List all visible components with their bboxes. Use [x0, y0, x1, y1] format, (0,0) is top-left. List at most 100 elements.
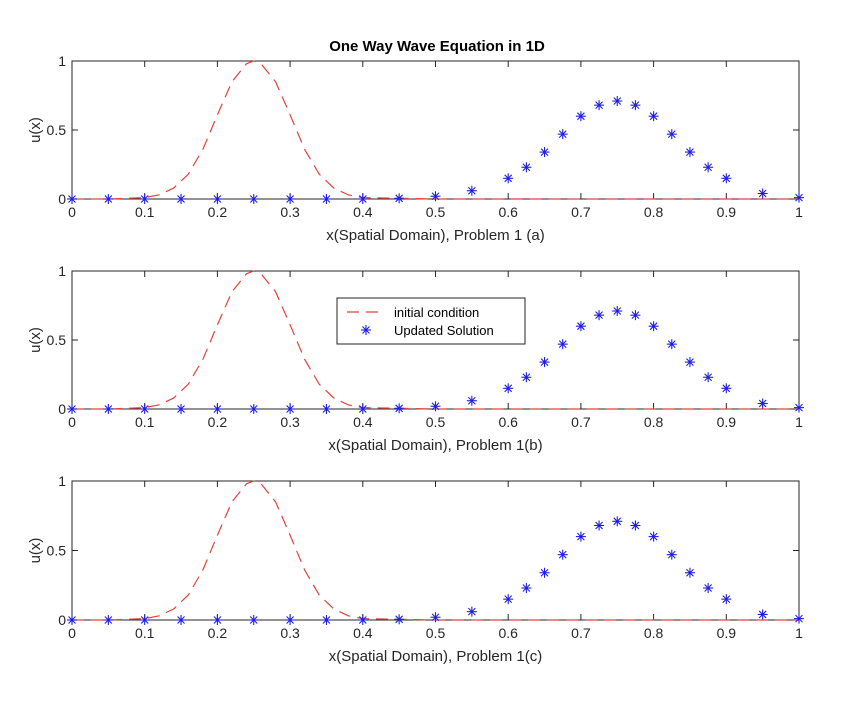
data-point-stroke [722, 595, 731, 604]
data-point-stroke [286, 195, 294, 203]
data-point [575, 111, 586, 122]
data-point [466, 606, 477, 617]
data-point [67, 194, 77, 204]
data-point-stroke [758, 610, 767, 619]
data-point-stroke [140, 405, 149, 413]
x-tick-label: 0.3 [280, 204, 300, 220]
data-point [557, 339, 568, 350]
data-point [575, 321, 586, 332]
data-point-stroke [577, 322, 585, 331]
data-point-stroke [704, 584, 713, 592]
data-point-stroke [613, 517, 622, 526]
data-point [521, 162, 532, 173]
data-point [648, 321, 659, 332]
y-tick-label: 0.5 [47, 332, 67, 348]
data-point-stroke [631, 521, 640, 530]
data-point [503, 383, 514, 394]
y-tick-label: 1 [58, 53, 66, 69]
data-point [630, 310, 641, 321]
x-tick-label: 1 [795, 204, 803, 220]
data-point-stroke [667, 550, 676, 559]
data-point-stroke [686, 568, 694, 577]
x-tick-label: 0.2 [208, 414, 228, 430]
data-point-stroke [704, 163, 713, 172]
legend: initial condition Updated Solution [336, 297, 526, 345]
data-point [176, 404, 187, 414]
data-point-stroke [358, 616, 367, 624]
data-point [103, 404, 114, 414]
data-point-stroke [577, 532, 585, 541]
data-point [394, 193, 405, 204]
y-axis-label: u(x) [27, 327, 44, 353]
data-point [666, 129, 677, 140]
data-point-stroke [322, 405, 331, 413]
data-point-stroke [522, 373, 531, 382]
data-point-stroke [595, 311, 603, 320]
data-point [248, 615, 259, 625]
data-point-stroke [177, 405, 185, 413]
x-tick-label: 0.9 [717, 625, 737, 641]
data-point [703, 583, 714, 594]
x-tick-label: 0.8 [644, 414, 664, 430]
data-point [430, 612, 441, 623]
x-tick-label: 0.9 [717, 414, 737, 430]
data-point [594, 310, 605, 321]
x-tick-label: 1 [795, 625, 803, 641]
data-point [103, 194, 114, 204]
series-markers-updated-solution [67, 516, 804, 625]
data-point-stroke [431, 192, 440, 201]
data-point-stroke [649, 322, 658, 331]
data-point-stroke [540, 358, 549, 366]
data-point [684, 357, 695, 368]
data-point-stroke [322, 616, 331, 624]
data-point [521, 583, 532, 594]
data-point-stroke [595, 101, 603, 110]
data-point-stroke [613, 307, 622, 315]
data-point [757, 609, 768, 620]
data-point-stroke [213, 195, 222, 203]
data-point [648, 111, 659, 122]
series-line-initial-condition [72, 270, 799, 410]
data-point [684, 147, 695, 158]
y-tick-label: 0.5 [47, 122, 67, 138]
x-tick-label: 0.4 [353, 625, 373, 641]
data-point [139, 615, 150, 625]
data-point-stroke [504, 174, 513, 183]
x-tick-label: 1 [795, 414, 803, 430]
legend-label: initial condition [394, 305, 479, 320]
data-point [666, 339, 677, 350]
data-point-stroke [631, 311, 640, 320]
data-point [212, 194, 223, 204]
data-point [212, 615, 223, 625]
data-point-stroke [631, 101, 640, 110]
data-point [67, 404, 77, 414]
data-point-stroke [104, 616, 113, 624]
data-point-stroke [758, 399, 767, 408]
data-point [430, 191, 441, 202]
data-point-stroke [358, 195, 367, 203]
data-point-stroke [540, 148, 549, 156]
y-axis-label: u(x) [27, 117, 44, 143]
data-point-stroke [286, 616, 294, 624]
data-point [539, 357, 550, 368]
x-tick-label: 0 [68, 625, 76, 641]
data-point-stroke [249, 616, 258, 624]
data-point-stroke [104, 195, 113, 203]
data-point-stroke [467, 186, 476, 195]
x-tick-label: 0.5 [426, 414, 446, 430]
data-point [357, 615, 368, 625]
data-point [466, 185, 477, 196]
data-point-stroke [558, 340, 567, 349]
data-point-stroke [68, 195, 76, 203]
data-point [503, 173, 514, 184]
data-point-stroke [140, 195, 149, 203]
data-point-stroke [722, 384, 731, 393]
data-point-stroke [177, 616, 185, 624]
x-tick-label: 0.8 [644, 625, 664, 641]
legend-label: Updated Solution [394, 323, 494, 338]
data-point [285, 404, 296, 414]
data-point [521, 372, 532, 383]
data-point [794, 613, 804, 624]
x-tick-label: 0.7 [571, 204, 591, 220]
